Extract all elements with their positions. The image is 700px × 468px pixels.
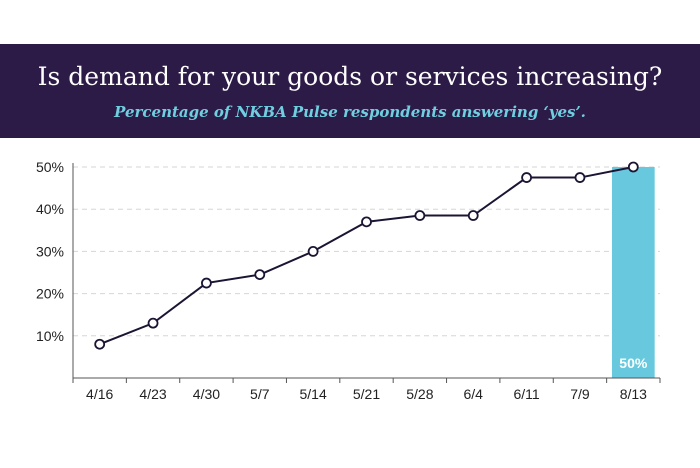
x-tick-label: 5/21 (353, 386, 380, 402)
x-tick-label: 4/30 (193, 386, 220, 402)
data-point (521, 172, 532, 183)
highlight-bar (611, 167, 655, 378)
x-tick-label: 7/9 (570, 386, 590, 402)
chart-title: Is demand for your goods or services inc… (37, 62, 663, 91)
data-point (467, 210, 479, 221)
x-tick-label: 4/23 (139, 386, 166, 402)
data-point (414, 210, 426, 221)
data-point (147, 317, 159, 329)
highlight-bar-label: 50% (619, 355, 648, 371)
y-tick-label: 30% (36, 243, 64, 259)
data-point (201, 277, 212, 289)
chart-subtitle: Percentage of NKBA Pulse respondents ans… (114, 103, 586, 121)
x-tick-label: 6/11 (513, 386, 539, 402)
series-line (99, 166, 634, 346)
x-tick-label: 5/28 (406, 386, 433, 402)
y-tick-label: 10% (36, 328, 64, 344)
x-tick-label: 5/7 (250, 386, 270, 402)
data-point (627, 161, 639, 173)
y-tick-label: 40% (36, 201, 64, 217)
x-tick-label: 8/13 (620, 386, 647, 402)
y-tick-label: 20% (36, 286, 64, 302)
title-banner (0, 44, 700, 138)
data-point (574, 172, 586, 183)
y-tick-label: 50% (36, 159, 64, 175)
data-point (94, 338, 106, 350)
x-tick-label: 5/14 (300, 386, 327, 402)
x-tick-label: 6/4 (463, 386, 483, 402)
data-point (254, 269, 266, 281)
data-point (361, 216, 372, 228)
data-point (307, 245, 319, 257)
x-tick-label: 4/16 (86, 386, 113, 402)
